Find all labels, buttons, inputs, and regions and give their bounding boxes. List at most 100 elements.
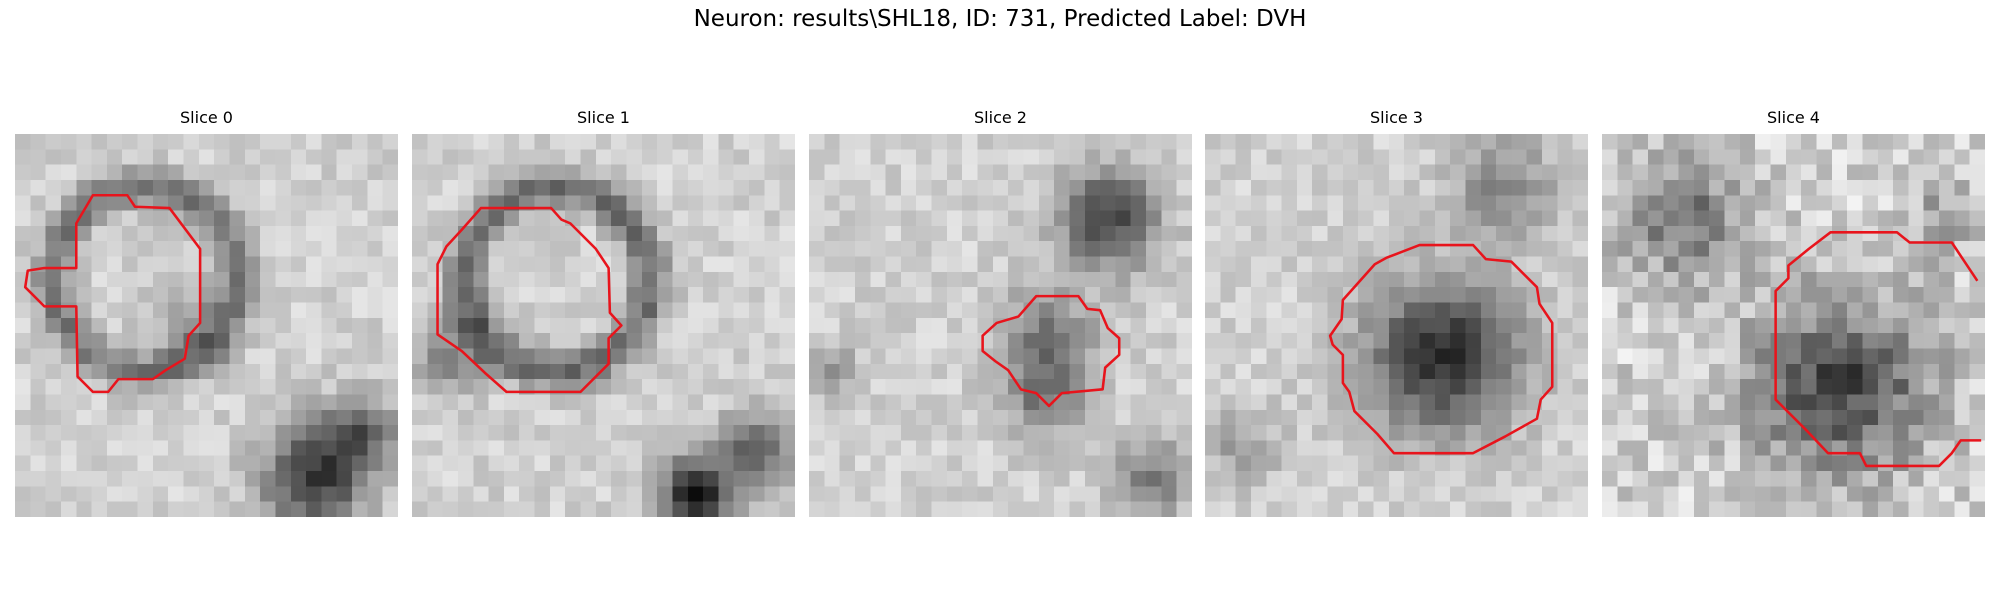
pixel [1327,271,1343,288]
pixel [45,455,61,472]
pixel [1542,317,1558,334]
pixel [1663,241,1679,257]
pixel [764,149,780,165]
pixel [1084,195,1101,211]
pixel [1496,271,1512,288]
pixel [1969,241,1985,257]
pixel [977,195,993,211]
pixel [1923,317,1940,334]
pixel [1939,333,1955,349]
pixel [1450,134,1466,150]
pixel [1069,271,1085,288]
pixel [229,409,245,426]
pixel [1373,501,1389,517]
pixel [779,501,795,517]
pixel [1632,225,1648,242]
pixel [382,348,398,364]
pixel [519,486,535,502]
pixel [657,134,673,150]
pixel [60,256,77,272]
slice-image [15,134,398,517]
pixel [992,409,1009,426]
pixel [382,394,398,410]
pixel [1388,348,1405,364]
pixel [977,164,993,180]
pixel [152,241,169,257]
pixel [580,501,596,517]
pixel [503,271,520,288]
pixel [885,363,901,380]
pixel [1130,409,1147,426]
pixel [1969,379,1985,395]
pixel [1220,425,1236,441]
pixel [412,394,428,410]
pixel [824,440,840,456]
pixel [30,302,46,318]
pixel [30,241,46,257]
pixel [749,501,765,517]
pixel [1511,486,1527,502]
pixel [1923,225,1940,242]
pixel [870,317,886,334]
pixel [1327,164,1343,180]
pixel [1511,179,1527,196]
pixel [1526,455,1543,472]
pixel [1115,363,1131,380]
pixel [1739,425,1756,441]
pixel [565,409,581,426]
pixel [1739,333,1756,349]
pixel [367,333,383,349]
pixel [549,471,566,487]
pixel [442,195,458,211]
pixel [367,134,383,150]
pixel [580,271,596,288]
pixel [137,149,153,165]
pixel [473,425,489,441]
pixel [1008,394,1024,410]
pixel [1801,256,1817,272]
pixel [946,287,963,303]
pixel [1146,179,1162,196]
pixel [1465,348,1481,364]
pixel [198,302,215,318]
pixel [30,164,46,180]
pixel [229,471,245,487]
pixel [1908,134,1924,150]
pixel [214,225,230,242]
pixel [1496,287,1512,303]
pixel [1342,425,1359,441]
pixel [183,195,199,211]
pixel [611,287,627,303]
pixel [152,440,169,456]
pixel [519,348,535,364]
pixel [1755,225,1771,242]
pixel [45,256,61,272]
pixel [626,379,642,395]
pixel [1465,363,1481,380]
pixel [45,149,61,165]
pixel [1281,455,1297,472]
pixel [244,149,261,165]
pixel [1281,225,1297,242]
pixel [779,271,795,288]
pixel [229,363,245,380]
pixel [1647,164,1664,180]
pixel [1709,241,1725,257]
pixel [198,241,215,257]
pixel [931,210,947,226]
pixel [76,225,92,242]
pixel [1542,409,1558,426]
pixel [977,379,993,395]
pixel [427,409,443,426]
pixel [1388,225,1405,242]
pixel [1373,363,1389,380]
pixel [15,195,31,211]
pixel [1557,425,1573,441]
pixel [1100,409,1116,426]
pixel [1342,501,1359,517]
pixel [412,134,428,150]
pixel [946,333,963,349]
pixel [1572,471,1588,487]
pixel [137,271,153,288]
pixel [244,179,261,196]
